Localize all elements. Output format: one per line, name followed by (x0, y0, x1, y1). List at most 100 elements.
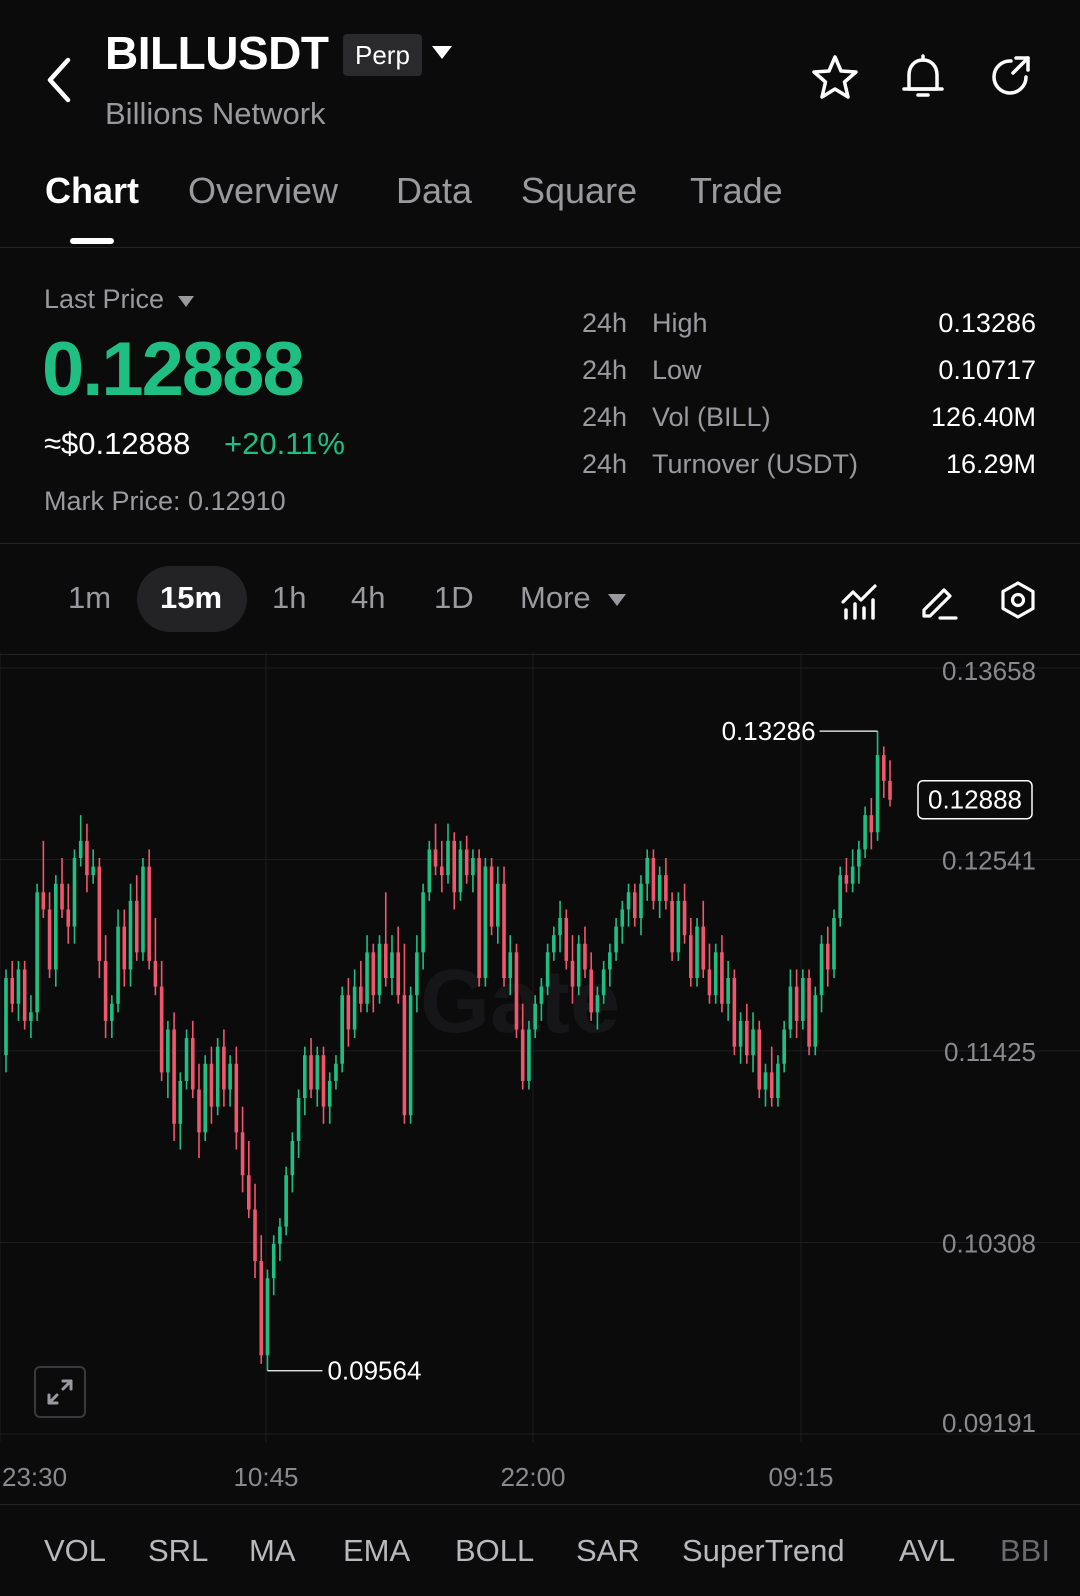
indicator-sar[interactable]: SAR (576, 1533, 640, 1568)
candle-body (688, 935, 693, 979)
indicator-bbi[interactable]: BBI (1000, 1533, 1050, 1568)
candle (259, 1235, 264, 1364)
candle-body (769, 1072, 774, 1099)
candle (645, 849, 650, 901)
expand-icon[interactable] (34, 1366, 86, 1418)
tab-chart[interactable]: Chart (45, 170, 140, 211)
timeframe-4h[interactable]: 4h (351, 580, 386, 615)
settings-icon[interactable] (998, 580, 1038, 620)
timeframe-15m[interactable]: 15m (160, 580, 223, 615)
price-mode-label[interactable]: Last Price (44, 284, 165, 314)
symbol-dropdown-icon[interactable] (432, 46, 452, 59)
candle (502, 866, 506, 987)
candle (265, 1269, 270, 1371)
indicator-supertrend[interactable]: SuperTrend (682, 1533, 845, 1568)
draw-icon[interactable] (918, 580, 958, 620)
candle (271, 1235, 276, 1296)
candle-body (645, 857, 650, 884)
candle-body (66, 909, 71, 927)
candle-body (153, 960, 158, 987)
candle (421, 883, 425, 970)
candle (738, 1012, 743, 1064)
x-axis-tick-label: 10:45 (233, 1462, 298, 1492)
candle (141, 857, 145, 961)
candle-body (776, 1063, 780, 1099)
candle (545, 943, 550, 996)
candle (29, 995, 33, 1039)
contract-badge: Perp (343, 34, 422, 76)
candle (875, 731, 880, 841)
tab-overview[interactable]: Overview (188, 170, 339, 211)
stat-value-low: 0.10717 (938, 355, 1036, 385)
candle-body (85, 840, 89, 876)
candle-body (222, 1046, 226, 1090)
price-mode-dropdown-icon[interactable] (178, 296, 194, 307)
timeframe-more[interactable]: More (520, 580, 591, 615)
timeframe-1h[interactable]: 1h (272, 580, 307, 615)
indicator-avl[interactable]: AVL (899, 1533, 956, 1568)
candle (215, 1038, 220, 1116)
tab-data[interactable]: Data (396, 170, 473, 211)
candle-body (670, 900, 674, 953)
candle-body (116, 926, 120, 1004)
indicator-ma[interactable]: MA (249, 1533, 296, 1568)
candle (209, 1046, 214, 1124)
share-icon[interactable] (986, 52, 1036, 102)
candle (78, 815, 83, 867)
candle-body (134, 900, 139, 953)
candle (614, 918, 618, 961)
bell-icon[interactable] (898, 52, 948, 102)
indicator-icon[interactable] (840, 580, 880, 620)
high-price-marker: 0.13286 (722, 716, 816, 746)
candle-body (801, 978, 805, 1021)
candle (91, 849, 95, 884)
candle (122, 909, 127, 987)
indicator-boll[interactable]: BOLL (455, 1533, 535, 1568)
candle-body (614, 926, 618, 953)
candle (552, 926, 556, 961)
candle (309, 1038, 313, 1099)
candle-body (601, 969, 606, 996)
timeframe-1d[interactable]: 1D (434, 580, 474, 615)
candle (303, 1046, 307, 1116)
candle-body (539, 986, 544, 1004)
y-axis-tick-label: 0.10308 (942, 1228, 1036, 1258)
back-icon[interactable] (40, 50, 80, 110)
star-icon[interactable] (810, 52, 860, 102)
candle-body (794, 986, 799, 1021)
candlestick-chart[interactable]: 0.13658 0.12541 0.11425 0.10308 0.09191 23:30… (0, 652, 1080, 1492)
indicator-vol[interactable]: VOL (44, 1533, 107, 1568)
x-axis-tick-label: 22:00 (500, 1462, 565, 1492)
candle (134, 875, 139, 961)
tab-trade[interactable]: Trade (690, 170, 783, 211)
x-axis-tick-label: 23:30 (2, 1462, 67, 1492)
candle-body (47, 909, 52, 970)
indicator-ema[interactable]: EMA (343, 1533, 411, 1568)
candle-body (832, 918, 836, 970)
candle-body (259, 1260, 264, 1356)
candle (166, 1020, 170, 1099)
candle-body (72, 857, 77, 927)
candle-body (402, 995, 407, 1116)
candle-body (514, 952, 519, 1030)
timeframe-1m[interactable]: 1m (68, 580, 112, 615)
candle (10, 960, 15, 1013)
indicator-srl[interactable]: SRL (148, 1533, 209, 1568)
tab-square[interactable]: Square (521, 170, 638, 211)
candle-body (234, 1063, 239, 1133)
candle-body (296, 1098, 301, 1141)
candle-body (738, 1020, 743, 1047)
more-dropdown-icon[interactable] (608, 594, 626, 606)
candle-body (284, 1175, 288, 1227)
last-price-tag-label: 0.12888 (928, 785, 1022, 815)
candle-body (421, 892, 425, 953)
candle (190, 1020, 195, 1099)
indicator-divider (0, 1504, 1080, 1505)
candle (72, 849, 77, 944)
candle-body (390, 952, 394, 979)
candle-body (365, 952, 369, 1004)
symbol-title[interactable]: BILLUSDT (105, 27, 329, 79)
candle-body (595, 995, 600, 1013)
candle-body (583, 943, 587, 970)
candle-body (502, 883, 506, 979)
